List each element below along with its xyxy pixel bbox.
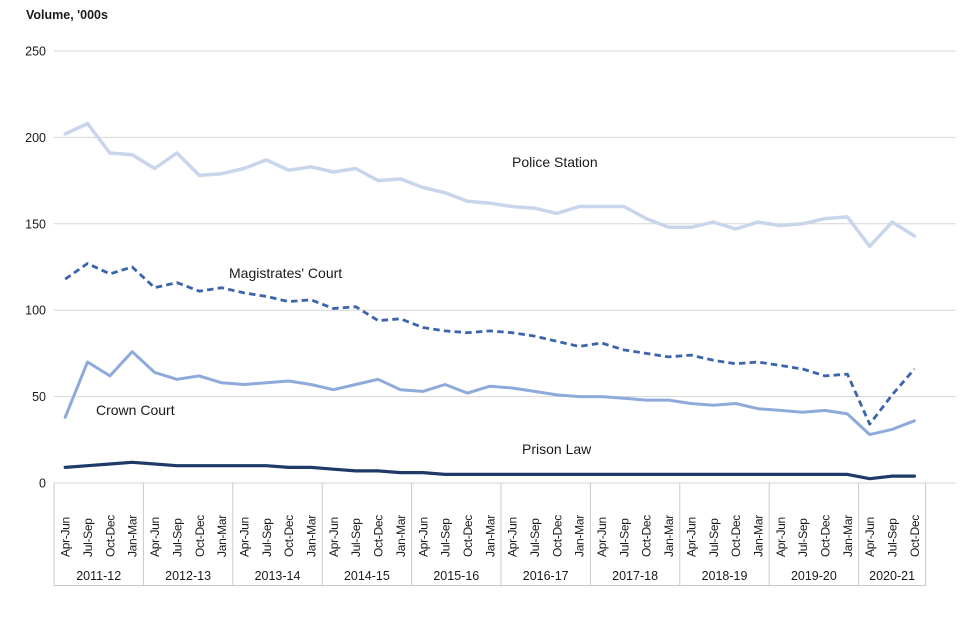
year-label-2012-13: 2012-13 [165,569,211,583]
x-tick-label-2015-16-oct-dec: Oct-Dec [461,515,475,557]
x-tick-label-2019-20-oct-dec: Oct-Dec [819,515,833,557]
year-label-2017-18: 2017-18 [612,569,658,583]
x-tick-label-2014-15-oct-dec: Oct-Dec [372,515,386,557]
x-tick-label-2015-16-jan-mar: Jan-Mar [483,515,497,557]
y-tick-label-0: 0 [39,477,46,491]
x-tick-label-2012-13-jul-sep: Jul-Sep [170,518,184,557]
x-tick-label-2013-14-jul-sep: Jul-Sep [260,518,274,557]
year-label-2018-19: 2018-19 [702,569,748,583]
year-label-2013-14: 2013-14 [255,569,301,583]
x-tick-label-2011-12-apr-jun: Apr-Jun [59,517,73,557]
series-label-police-station: Police Station [512,154,598,170]
y-tick-label-150: 150 [25,217,46,231]
x-tick-label-2020-21-jul-sep: Jul-Sep [886,518,900,557]
x-tick-label-2016-17-oct-dec: Oct-Dec [550,515,564,557]
series-line-magistrates-court [64,262,916,426]
x-tick-label-2013-14-oct-dec: Oct-Dec [282,515,296,557]
x-tick-label-2020-21-apr-jun: Apr-Jun [863,517,877,557]
x-tick-label-2015-16-apr-jun: Apr-Jun [416,517,430,557]
x-tick-label-2020-21-oct-dec: Oct-Dec [908,515,922,557]
year-label-2011-12: 2011-12 [76,569,121,583]
year-label-2014-15: 2014-15 [344,569,390,583]
series-line-police-station [63,121,917,249]
x-tick-label-2018-19-oct-dec: Oct-Dec [729,515,743,557]
x-tick-label-2019-20-apr-jun: Apr-Jun [774,517,788,557]
x-tick-label-2014-15-apr-jun: Apr-Jun [327,517,341,557]
x-tick-label-2018-19-apr-jun: Apr-Jun [684,517,698,557]
x-tick-label-2017-18-apr-jun: Apr-Jun [595,517,609,557]
series-label-magistrates-court: Magistrates' Court [229,265,342,281]
year-label-2015-16: 2015-16 [433,569,479,583]
x-tick-label-2017-18-oct-dec: Oct-Dec [640,515,654,557]
x-tick-label-2012-13-jan-mar: Jan-Mar [215,515,229,557]
x-tick-label-2016-17-apr-jun: Apr-Jun [506,517,520,557]
x-tick-label-2019-20-jul-sep: Jul-Sep [796,518,810,557]
x-tick-label-2014-15-jul-sep: Jul-Sep [349,518,363,557]
year-label-2016-17: 2016-17 [523,569,569,583]
x-tick-label-2012-13-apr-jun: Apr-Jun [148,517,162,557]
x-tick-label-2015-16-jul-sep: Jul-Sep [439,518,453,557]
year-label-2019-20: 2019-20 [791,569,837,583]
x-tick-label-2018-19-jul-sep: Jul-Sep [707,518,721,557]
x-tick-label-2016-17-jul-sep: Jul-Sep [528,518,542,557]
x-tick-label-2019-20-jan-mar: Jan-Mar [841,515,855,557]
series-line-crown-court [63,350,916,437]
x-tick-label-2011-12-jul-sep: Jul-Sep [81,518,95,557]
y-tick-label-200: 200 [25,131,46,145]
series-label-crown-court: Crown Court [96,402,175,418]
x-tick-label-2011-12-oct-dec: Oct-Dec [103,515,117,557]
x-tick-label-2017-18-jan-mar: Jan-Mar [662,515,676,557]
x-tick-label-2018-19-jan-mar: Jan-Mar [752,515,766,557]
x-tick-label-2012-13-oct-dec: Oct-Dec [193,515,207,557]
y-tick-label-250: 250 [25,45,46,59]
chart-title: Volume, '000s [26,8,108,22]
series-line-prison-law [63,460,917,481]
x-tick-label-2014-15-jan-mar: Jan-Mar [394,515,408,557]
y-tick-label-50: 50 [32,390,46,404]
x-tick-label-2017-18-jul-sep: Jul-Sep [617,518,631,557]
x-tick-label-2016-17-jan-mar: Jan-Mar [573,515,587,557]
year-label-2020-21: 2020-21 [869,569,915,583]
y-tick-label-100: 100 [25,304,46,318]
series-label-prison-law: Prison Law [522,441,592,457]
x-tick-label-2013-14-apr-jun: Apr-Jun [238,517,252,557]
x-tick-label-2013-14-jan-mar: Jan-Mar [305,515,319,557]
x-tick-label-2011-12-jan-mar: Jan-Mar [126,515,140,557]
